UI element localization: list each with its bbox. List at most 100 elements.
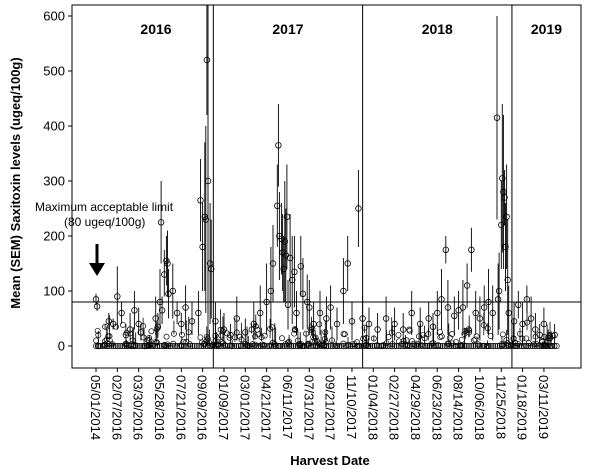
data-point	[515, 301, 522, 308]
data-point	[271, 341, 278, 348]
data-point	[383, 340, 390, 347]
data-point	[484, 325, 491, 332]
data-point	[304, 341, 311, 348]
data-point	[118, 309, 125, 317]
data-point	[461, 331, 468, 337]
x-tick-label-14: 02/27/2018	[387, 375, 402, 440]
data-point-zero	[340, 343, 347, 349]
data-point-zero	[180, 343, 187, 349]
data-point	[514, 340, 521, 347]
data-point	[523, 343, 530, 349]
data-point	[238, 336, 245, 343]
data-point	[128, 342, 135, 349]
year-label-2019: 2019	[531, 21, 562, 37]
data-point	[105, 333, 112, 340]
data-point	[304, 298, 311, 306]
data-point	[179, 331, 185, 338]
data-point	[498, 342, 505, 349]
data-point-zero	[474, 343, 481, 349]
data-point	[340, 330, 347, 337]
data-point	[173, 309, 181, 317]
data-point	[257, 309, 264, 317]
data-point-zero	[200, 343, 207, 349]
data-point	[126, 326, 134, 333]
data-point	[510, 335, 517, 342]
data-point-zero	[487, 343, 494, 349]
data-point	[152, 338, 159, 345]
data-point-zero	[492, 343, 499, 349]
data-point	[355, 342, 362, 349]
data-point	[185, 329, 192, 336]
data-point	[530, 341, 537, 348]
data-point	[169, 287, 176, 295]
data-point	[533, 341, 540, 347]
data-point	[158, 307, 166, 314]
data-point	[140, 334, 147, 341]
data-point	[316, 309, 324, 317]
data-point	[504, 340, 511, 347]
data-point	[442, 246, 449, 253]
data-point	[473, 333, 480, 340]
data-point	[197, 197, 204, 204]
data-point	[250, 320, 257, 328]
data-point-zero	[139, 343, 146, 349]
data-point	[261, 332, 268, 339]
x-tick-label-16: 06/23/2018	[429, 375, 444, 440]
data-point	[242, 329, 249, 336]
data-point	[207, 265, 215, 273]
data-point-zero	[466, 343, 472, 349]
data-point-zero	[233, 343, 240, 349]
data-point	[472, 336, 479, 343]
data-point	[102, 341, 108, 348]
data-point-zero	[261, 343, 268, 349]
data-point	[114, 293, 121, 300]
data-point	[183, 338, 190, 345]
data-point	[197, 334, 204, 341]
data-point	[499, 331, 506, 338]
x-tick-label-8: 04/21/2017	[259, 375, 274, 440]
data-point	[312, 334, 319, 341]
x-tick-label-10: 07/31/2017	[301, 375, 316, 440]
data-point-zero	[235, 343, 242, 349]
data-point	[94, 342, 102, 350]
data-point	[310, 320, 317, 328]
x-tick-label-11: 09/21/2017	[323, 375, 338, 440]
data-point	[438, 296, 445, 303]
data-point	[282, 341, 289, 348]
data-point	[551, 331, 558, 339]
data-point	[539, 343, 546, 349]
data-point-zero	[444, 343, 450, 349]
data-point	[503, 213, 510, 220]
data-point-zero	[329, 343, 336, 349]
data-point-zero	[520, 343, 527, 349]
data-point	[487, 333, 494, 339]
data-point	[354, 339, 360, 346]
data-point	[452, 343, 459, 349]
limit-annotation-line1: Maximum acceptable limit	[35, 200, 174, 214]
y-tick-label-0: 0	[58, 339, 65, 354]
data-point	[429, 340, 435, 347]
x-tick-label-17: 08/14/2018	[451, 375, 466, 440]
data-point	[430, 342, 437, 349]
data-point-zero	[476, 343, 483, 349]
data-point	[403, 337, 410, 344]
data-point	[378, 342, 385, 349]
data-point	[344, 260, 351, 267]
data-point	[527, 315, 535, 322]
data-point	[202, 216, 209, 223]
data-point	[299, 290, 307, 297]
data-point	[417, 320, 424, 328]
data-point	[499, 175, 506, 182]
data-point	[316, 321, 323, 328]
data-point	[461, 342, 468, 349]
data-point	[141, 342, 149, 350]
data-point-zero	[112, 343, 119, 349]
data-point	[480, 342, 487, 349]
data-point	[95, 332, 102, 338]
data-point-zero	[224, 343, 231, 349]
data-point	[244, 342, 250, 348]
data-point-zero	[369, 343, 376, 349]
data-point	[267, 287, 275, 295]
data-point	[109, 320, 117, 328]
data-point-zero	[231, 343, 238, 349]
